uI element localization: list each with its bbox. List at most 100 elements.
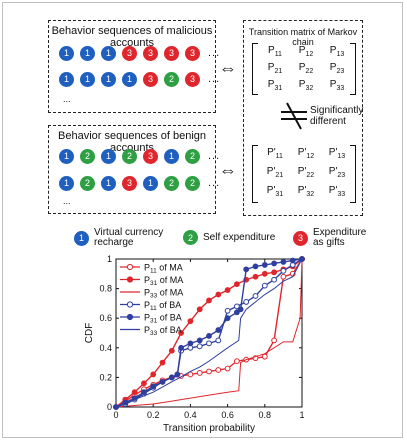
significance-label-line-2: different xyxy=(310,116,346,127)
series-4-point xyxy=(289,257,296,264)
series-1-point xyxy=(187,318,194,325)
legend-label-0: P11 of MA xyxy=(144,263,183,275)
matrix-cell-index: 22 xyxy=(306,172,315,179)
matrix-cell-symbol: P' xyxy=(266,185,276,196)
matrix-cell: P'33 xyxy=(322,185,352,198)
y-tick-label: 0.8 xyxy=(99,284,112,294)
legend-marker-1 xyxy=(126,276,134,283)
matrix-cell: P32 xyxy=(291,79,321,92)
matrix-cell: P21 xyxy=(260,62,290,75)
series-1-point xyxy=(150,371,157,378)
matrix-cell-index: 21 xyxy=(274,68,283,75)
matrix-cell-index: 12 xyxy=(305,51,314,58)
matrix-cell: P'23 xyxy=(322,166,352,179)
series-3-point xyxy=(206,340,212,347)
series-0-point xyxy=(234,358,240,365)
legend-label-line-2: recharge xyxy=(94,237,134,248)
markov-box-title: Transition matrix of Markov chain xyxy=(248,27,358,47)
behavior-2-icon: 2 xyxy=(183,230,198,245)
matrix-cell: P'31 xyxy=(260,185,290,198)
series-1-point xyxy=(252,273,259,280)
matrix-cell-symbol: P' xyxy=(297,166,307,177)
markov-chain-box: Transition matrix of Markov chain P11 P12… xyxy=(243,20,363,216)
matrix-cell: P11 xyxy=(260,45,290,58)
series-line-2 xyxy=(115,258,303,408)
transition-matrix-bottom: P'11 P'12 P'13 P'21 P'22 P'23 P'31 P'32 P'33 xyxy=(252,145,356,203)
legend-label-2: P33 of MA xyxy=(144,288,183,300)
series-1-point xyxy=(196,306,203,313)
behavior-3-icon: 3 xyxy=(122,175,137,191)
series-0-point xyxy=(271,337,278,344)
matrix-cell: P31 xyxy=(260,79,290,92)
sequence-ellipsis: ... xyxy=(208,47,221,59)
behavior-2-icon: 2 xyxy=(185,175,200,191)
series-1-point xyxy=(271,269,278,276)
behavior-2-icon: 2 xyxy=(164,71,179,87)
figure-frame xyxy=(2,2,403,438)
series-4-point xyxy=(237,306,244,313)
series-1-point xyxy=(178,330,185,336)
plot-area-frame xyxy=(115,258,303,408)
legend-marker-0 xyxy=(126,263,134,271)
matrix-cell-symbol: P' xyxy=(328,147,338,158)
series-1-point xyxy=(168,347,175,354)
series-4-point xyxy=(150,383,157,390)
behavior-1-icon: 1 xyxy=(80,45,95,61)
not-equal-icon xyxy=(281,102,307,130)
matrix-cell: P22 xyxy=(291,62,321,75)
behavior-3-icon: 3 xyxy=(293,230,308,246)
matrix-cell-index: 13 xyxy=(337,153,346,160)
series-3-point xyxy=(261,282,268,289)
legend-label-4: P31 of BA xyxy=(144,313,182,325)
matrix-cell-index: 33 xyxy=(337,191,346,198)
sequence-ellipsis: ... xyxy=(208,177,221,189)
matrix-cell-symbol: P xyxy=(298,79,306,90)
series-1-point xyxy=(159,359,166,366)
matrix-cell-symbol: P xyxy=(267,79,275,90)
series-3-point xyxy=(252,293,259,299)
matrix-bracket-right xyxy=(350,145,356,203)
matrix-cell: P23 xyxy=(322,62,352,75)
behavior-1-icon: 1 xyxy=(59,71,74,87)
malicious-box-title: Behavior sequences of malicious accounts xyxy=(51,25,213,49)
double-arrow-icon-top: ⇔ xyxy=(219,58,237,78)
legend-label-line-1: Virtual currency xyxy=(94,227,164,238)
matrix-cell-symbol: P xyxy=(268,45,275,56)
matrix-cell-index: 11 xyxy=(274,51,282,58)
x-tick-label: 0.6 xyxy=(221,410,234,420)
series-0-point xyxy=(215,367,222,373)
matrix-cell-index: 23 xyxy=(337,172,346,179)
series-0-point xyxy=(196,370,203,376)
behavior-3-icon: 3 xyxy=(164,45,179,61)
x-tick-label: 1 xyxy=(299,410,304,420)
series-4-point xyxy=(271,260,278,267)
behavior-3-icon: 3 xyxy=(143,45,158,61)
series-4-point xyxy=(234,309,240,316)
x-axis-label: Transition probability xyxy=(163,423,255,434)
matrix-cell-index: 11 xyxy=(275,153,283,160)
matrix-cell-symbol: P xyxy=(298,45,306,56)
matrix-cell: P'11 xyxy=(260,147,290,160)
series-4-point xyxy=(141,389,147,396)
matrix-cell-index: 32 xyxy=(306,191,315,198)
series-3-point xyxy=(234,303,240,310)
matrix-cell-symbol: P xyxy=(329,79,337,90)
series-4-point xyxy=(280,259,287,265)
series-4-point xyxy=(252,263,259,270)
matrix-cell-symbol: P' xyxy=(267,147,276,158)
series-3-point xyxy=(280,267,287,274)
x-tick-label: 0.8 xyxy=(259,410,272,420)
behavior-1-icon: 1 xyxy=(164,148,179,164)
behavior-1-icon: 1 xyxy=(101,175,116,191)
series-4-point xyxy=(261,262,268,268)
matrix-cell-symbol: P xyxy=(329,45,337,56)
series-4-point xyxy=(168,374,175,381)
legend-label-5: P33 of BA xyxy=(144,325,182,337)
benign-row-2: 1 2 1 3 1 2 2... xyxy=(59,175,220,191)
matrix-cell-index: 12 xyxy=(306,153,315,160)
legend-label-line-1: Self expenditure xyxy=(203,231,276,243)
series-4-point xyxy=(178,344,185,351)
behavior-1-icon: 1 xyxy=(101,71,116,87)
series-3-point xyxy=(215,337,222,344)
